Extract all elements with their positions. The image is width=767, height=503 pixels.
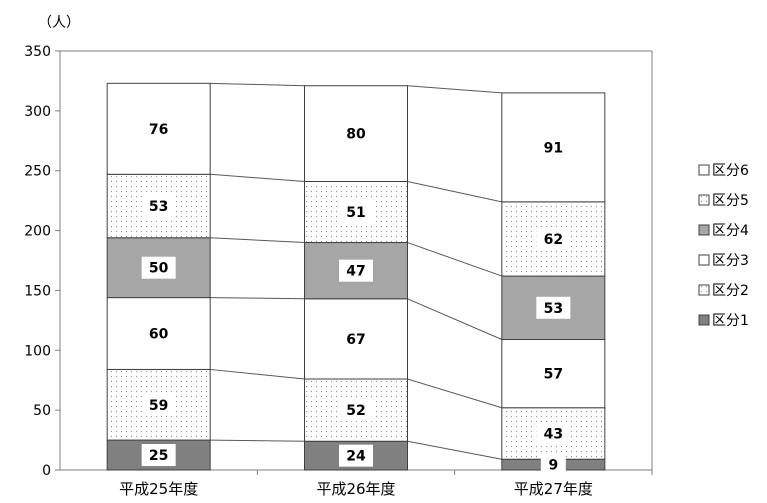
data-label: 80 <box>346 127 366 143</box>
data-label-box <box>339 444 373 467</box>
data-label: 59 <box>149 398 168 414</box>
legend-label: 区分1 <box>712 313 749 329</box>
legend-label: 区分3 <box>712 253 749 269</box>
data-label-box <box>540 453 566 476</box>
series-connector-line <box>407 378 502 409</box>
series-connector-line <box>210 439 305 442</box>
data-label-box <box>141 444 176 467</box>
legend-label: 区分6 <box>712 163 749 179</box>
data-label: 91 <box>544 140 563 156</box>
series-connector-line <box>407 85 502 94</box>
unit-label: （人） <box>38 15 80 31</box>
x-category-label: 平成27年度 <box>514 480 593 498</box>
data-label-box <box>141 322 176 345</box>
series-connector-line <box>407 180 502 203</box>
series-connector-line <box>210 237 305 244</box>
data-label: 52 <box>346 403 365 419</box>
y-tick-label: 350 <box>24 44 51 60</box>
data-label-box <box>141 256 176 279</box>
x-category-label: 平成25年度 <box>119 480 198 498</box>
y-tick-label: 50 <box>33 403 51 419</box>
data-label: 51 <box>346 205 365 221</box>
legend: 区分6 区分5 区分4 区分3 区分2 区分1 <box>698 163 749 329</box>
data-label: 62 <box>544 232 563 248</box>
data-label-box <box>536 296 571 319</box>
x-axis: 平成25年度 平成26年度 平成27年度 <box>119 470 653 498</box>
legend-label: 区分2 <box>712 283 749 299</box>
y-tick-label: 300 <box>24 104 51 120</box>
data-label: 43 <box>544 426 563 442</box>
series-connector-line <box>210 173 305 182</box>
data-label-box <box>536 362 571 385</box>
data-label: 9 <box>548 458 558 474</box>
y-tick-label: 0 <box>42 463 51 479</box>
legend-label: 区分5 <box>712 193 749 209</box>
data-label-box <box>339 122 373 145</box>
data-label-box <box>536 227 571 250</box>
data-label: 67 <box>346 332 365 348</box>
connector-lines <box>210 82 503 460</box>
data-label: 24 <box>346 449 366 465</box>
legend-label: 区分4 <box>712 223 749 239</box>
y-tick-label: 100 <box>24 343 51 359</box>
y-axis: 0 50 100 150 200 250 300 350 <box>24 44 60 479</box>
data-label: 53 <box>544 301 563 317</box>
series-connector-line <box>407 298 503 340</box>
y-tick-label: 150 <box>24 283 51 299</box>
data-label: 53 <box>149 199 168 215</box>
series-connector-line <box>210 297 305 300</box>
data-label: 76 <box>149 122 168 138</box>
data-label-box <box>141 393 176 416</box>
legend-swatch <box>698 164 710 176</box>
series-connector-line <box>407 242 503 277</box>
data-label-box <box>339 259 373 282</box>
data-label: 50 <box>149 261 169 277</box>
legend-swatch <box>698 254 710 266</box>
data-label: 60 <box>149 327 169 343</box>
legend-swatch <box>698 314 710 326</box>
data-label-box <box>536 422 571 445</box>
data-label-box <box>141 195 176 218</box>
series-connector-line <box>407 440 502 460</box>
x-category-label: 平成26年度 <box>316 480 395 498</box>
y-tick-label: 200 <box>24 224 51 240</box>
legend-swatch <box>698 194 710 206</box>
legend-swatch <box>698 224 710 236</box>
legend-swatch <box>698 284 710 296</box>
data-label-box <box>339 327 373 350</box>
data-label: 25 <box>149 448 168 464</box>
series-connector-line <box>210 82 305 87</box>
data-label-box <box>141 117 176 140</box>
data-label-box <box>339 201 373 224</box>
series-connector-line <box>210 368 305 380</box>
data-label-box <box>536 136 571 159</box>
y-tick-label: 250 <box>24 164 51 180</box>
data-labels: 25 59 60 50 53 76 24 52 67 47 51 80 9 43 57 53 62 91 <box>141 117 571 476</box>
data-label-box <box>339 399 373 422</box>
data-label: 47 <box>346 264 365 280</box>
data-label: 57 <box>544 367 563 383</box>
